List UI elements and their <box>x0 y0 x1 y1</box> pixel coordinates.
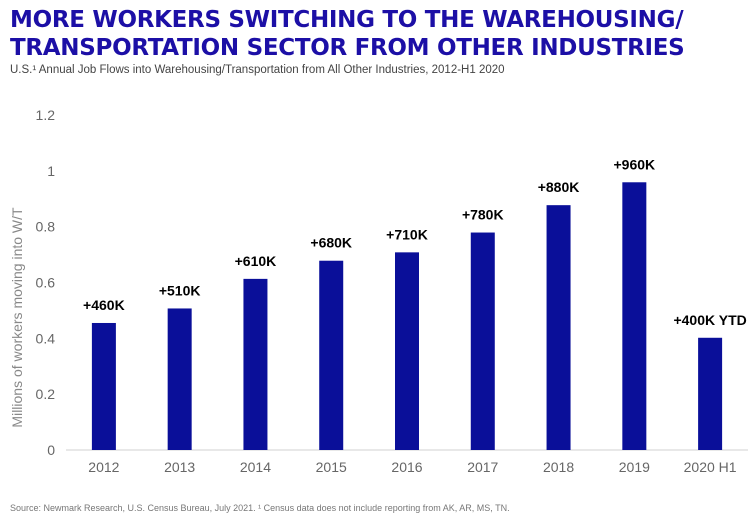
y-tick-label: 0.8 <box>36 219 56 235</box>
bar <box>546 205 571 450</box>
title-line-2: TRANSPORTATION SECTOR FROM OTHER INDUSTR… <box>10 35 685 61</box>
bar <box>395 252 419 450</box>
y-tick-label: 1.2 <box>36 107 56 123</box>
chart-subtitle: U.S.¹ Annual Job Flows into Warehousing/… <box>10 64 505 76</box>
data-label: +510K <box>159 282 201 298</box>
x-tick-label: 2020 H1 <box>684 459 737 475</box>
data-label: +460K <box>83 297 125 313</box>
data-label: +680K <box>310 235 352 251</box>
y-tick-label: 0 <box>47 442 55 458</box>
bar <box>243 278 268 450</box>
data-label: +780K <box>462 207 504 223</box>
title-line-1: MORE WORKERS SWITCHING TO THE WAREHOUSIN… <box>10 7 684 33</box>
x-tick-label: 2013 <box>164 459 195 475</box>
y-tick-label: 0.4 <box>36 330 56 346</box>
bar <box>167 308 192 450</box>
y-axis-label: Millions of workers moving into W/T <box>9 207 25 428</box>
x-tick-label: 2014 <box>240 459 271 475</box>
x-tick-label: 2017 <box>467 459 498 475</box>
y-tick-label: 1 <box>47 163 55 179</box>
x-tick-label: 2018 <box>543 459 574 475</box>
chart-title: MORE WORKERS SWITCHING TO THE WAREHOUSIN… <box>10 6 685 62</box>
y-tick-label: 0.2 <box>36 386 56 402</box>
source-note: Source: Newmark Research, U.S. Census Bu… <box>10 503 510 513</box>
x-tick-label: 2019 <box>619 459 650 475</box>
data-label: +880K <box>538 179 580 195</box>
x-tick-label: 2015 <box>316 459 347 475</box>
x-tick-label: 2016 <box>391 459 422 475</box>
data-label: +400K YTD <box>673 312 746 328</box>
data-label: +710K <box>386 226 428 242</box>
bar <box>319 260 344 450</box>
bar <box>622 182 647 450</box>
bar <box>470 232 495 450</box>
x-tick-label: 2012 <box>88 459 119 475</box>
y-tick-label: 0.6 <box>36 275 56 291</box>
bar <box>91 322 116 450</box>
data-label: +960K <box>614 156 656 172</box>
bar <box>698 337 723 450</box>
data-label: +610K <box>235 253 277 269</box>
